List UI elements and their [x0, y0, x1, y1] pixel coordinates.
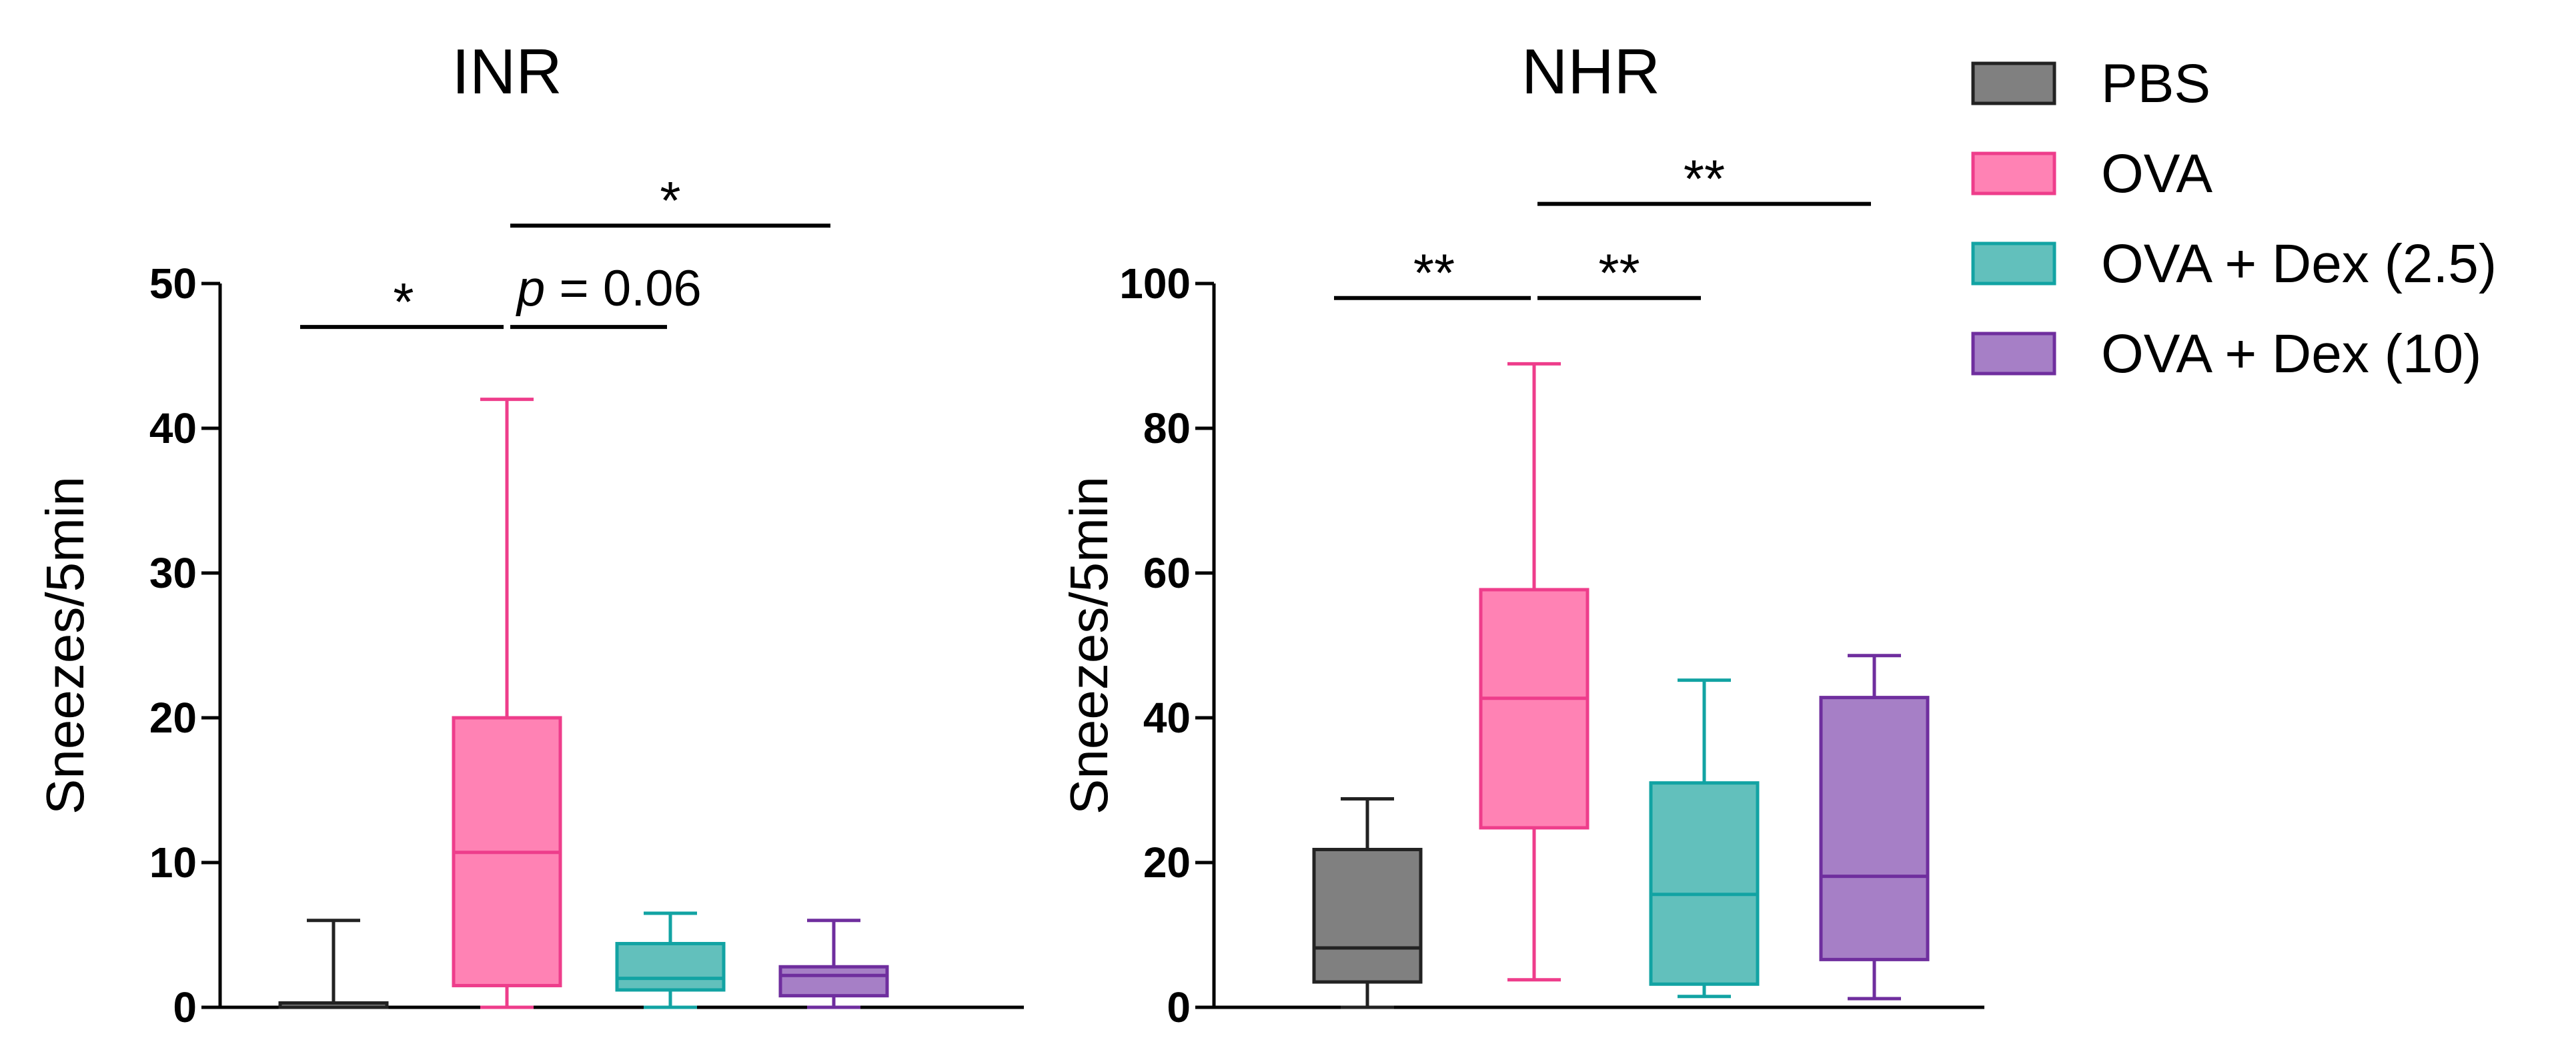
- nhr-pbs-box: [1312, 847, 1423, 984]
- inr-tick-label: 0: [173, 983, 197, 1031]
- nhr-sig-label-0: **: [1413, 243, 1455, 303]
- inr-ova-dex-10-box: [778, 965, 889, 998]
- nhr-tick-label: 80: [1143, 404, 1191, 452]
- inr-tick-label: 30: [149, 549, 197, 597]
- nhr-sig-label-1: **: [1598, 243, 1640, 303]
- nhr-tick-label: 40: [1143, 694, 1191, 742]
- legend-label-ova-dex-10: OVA + Dex (10): [2101, 324, 2481, 384]
- legend-label-ova: OVA: [2101, 143, 2212, 204]
- nhr-tick-label: 60: [1143, 549, 1191, 597]
- inr-p-value-label: p = 0.06: [516, 260, 702, 317]
- inr-tick-label: 10: [149, 839, 197, 887]
- nhr-ova-dex-10-box: [1819, 696, 1930, 961]
- legend-swatch-ova-dex-2-5: [1971, 241, 2056, 286]
- legend-swatch-pbs: [1971, 61, 2056, 105]
- nhr-tick-label: 0: [1167, 983, 1191, 1031]
- legend-swatch-ova: [1971, 151, 2056, 195]
- inr-title: INR: [452, 36, 562, 107]
- inr-tick-label: 40: [149, 404, 197, 452]
- nhr-y-axis-label: Sneezes/5min: [1059, 476, 1119, 815]
- legend: PBS OVA OVA + Dex (2.5) OVA + Dex (10): [1971, 53, 2497, 384]
- panel-nhr: NHR Sneezes/5min 0 20 40 60 80 100 ** ** **: [1059, 36, 1984, 1031]
- panel-inr: INR Sneezes/5min 0 10 20 30 40 50 * p = 0.06 *: [35, 36, 1024, 1031]
- nhr-ova-dex-2-5-box: [1649, 781, 1760, 986]
- inr-sig-label-2: *: [660, 171, 680, 230]
- nhr-ova-box: [1479, 588, 1589, 830]
- nhr-tick-label: 20: [1143, 839, 1191, 887]
- nhr-tick-label: 100: [1119, 259, 1191, 308]
- nhr-sig-label-2: **: [1684, 149, 1725, 209]
- inr-tick-label: 50: [149, 259, 197, 308]
- inr-sig-label-0: *: [393, 272, 414, 332]
- legend-label-pbs: PBS: [2101, 53, 2210, 114]
- inr-ova-dex-2-5-box: [615, 942, 726, 992]
- inr-tick-label: 20: [149, 694, 197, 742]
- legend-swatch-ova-dex-10: [1971, 332, 2056, 376]
- inr-y-axis-label: Sneezes/5min: [35, 476, 95, 815]
- legend-label-ova-dex-2-5: OVA + Dex (2.5): [2101, 233, 2497, 294]
- nhr-title: NHR: [1521, 36, 1660, 107]
